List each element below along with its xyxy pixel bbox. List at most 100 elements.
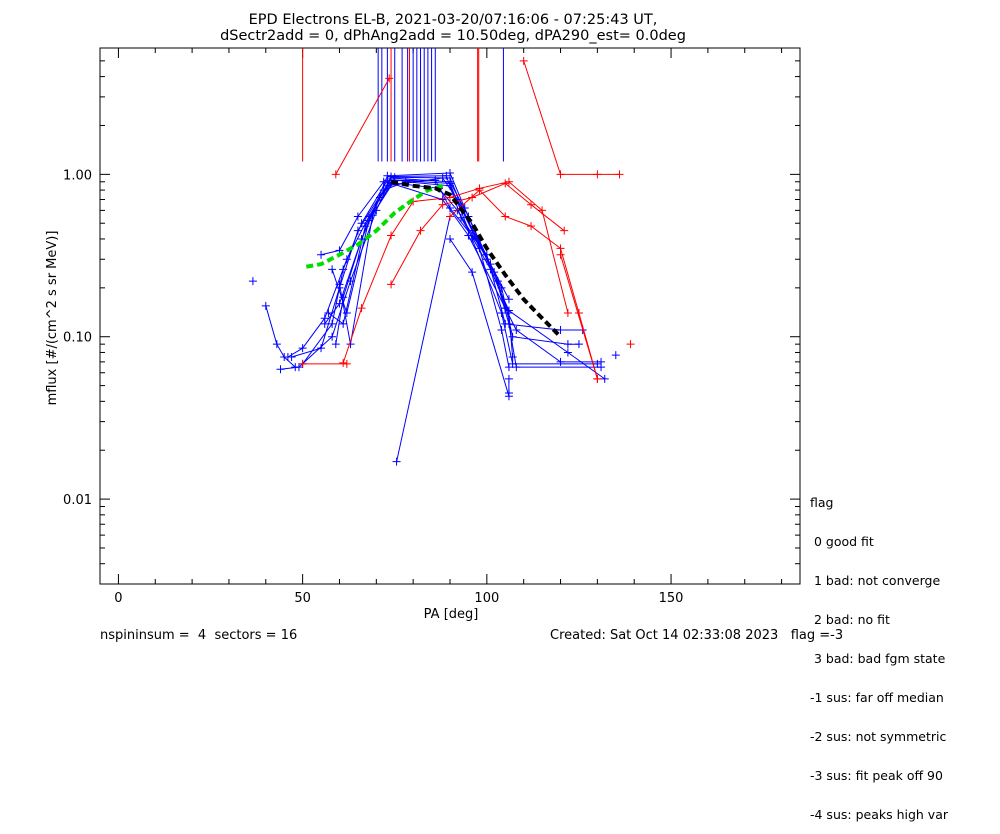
blue-data-point <box>501 304 510 313</box>
blue-data-point <box>563 340 572 349</box>
blue-data-point <box>339 319 348 328</box>
blue-data-point <box>512 326 521 335</box>
red-data-point <box>504 177 513 186</box>
blue-data-point <box>298 344 307 353</box>
blue-data-point <box>331 340 340 349</box>
red-data-point <box>560 226 569 235</box>
blue-data-point <box>353 212 362 221</box>
data-series <box>248 56 635 466</box>
blue-data-point <box>446 173 454 182</box>
x-axis: 0 50 100 150 <box>114 48 783 606</box>
blue-data-point <box>261 301 270 310</box>
blue-series-line <box>324 172 605 380</box>
footer-right: Created: Sat Oct 14 02:33:08 2023 flag =… <box>550 628 844 643</box>
blue-data-point <box>342 308 351 317</box>
legend-line: 3 bad: bad fgm state <box>810 651 946 666</box>
blue-data-point <box>446 204 454 213</box>
blue-data-point <box>486 265 495 274</box>
chart: EPD Electrons EL-B, 2021-03-20/07:16:06 … <box>45 12 801 622</box>
red-data-point <box>342 359 351 368</box>
blue-data-point <box>504 295 513 304</box>
chart-subtitle: dSectr2add = 0, dPhAng2add = 10.50deg, d… <box>220 28 686 44</box>
y-tick-label: 1.00 <box>63 168 92 183</box>
y-tick-label: 0.01 <box>63 493 92 508</box>
red-data-point <box>593 170 602 179</box>
red-data-point <box>357 304 366 313</box>
red-data-point <box>615 170 624 179</box>
blue-data-point <box>294 363 303 372</box>
blue-data-point <box>468 234 477 243</box>
blue-data-point <box>387 172 396 181</box>
blue-data-point <box>276 365 285 374</box>
legend-line: 2 bad: no fit <box>810 612 890 627</box>
blue-data-point <box>328 319 337 328</box>
blue-data-point <box>392 457 401 466</box>
y-axis: 0.01 0.10 1.00 <box>63 47 800 585</box>
blue-series-line <box>328 175 510 325</box>
red-data-point <box>519 56 528 65</box>
blue-data-point <box>493 277 502 286</box>
legend-line: -2 sus: not symmetric <box>810 729 947 744</box>
red-data-point <box>556 250 565 259</box>
red-series-line <box>523 60 620 175</box>
blue-data-point <box>501 319 510 328</box>
red-data-point <box>556 170 565 179</box>
blue-series-line <box>287 177 602 368</box>
blue-data-point <box>248 277 257 286</box>
red-data-point <box>593 374 602 383</box>
fit-curves <box>305 179 562 339</box>
legend-line: -1 sus: far off median <box>810 690 944 705</box>
blue-data-point <box>556 326 565 335</box>
blue-data-point <box>597 357 606 366</box>
red-data-point <box>501 179 510 188</box>
blue-data-point <box>600 374 609 383</box>
red-data-point <box>475 186 484 195</box>
plot-frame <box>99 47 801 585</box>
blue-data-point <box>475 244 484 253</box>
red-data-point <box>626 340 635 349</box>
blue-data-point <box>563 348 572 357</box>
blue-data-point <box>335 280 344 289</box>
red-data-point <box>563 308 572 317</box>
blue-data-point <box>368 211 377 220</box>
blue-series-line <box>339 182 602 363</box>
y-tick-label: 0.10 <box>63 331 92 346</box>
blue-data-point <box>508 332 517 341</box>
blue-data-point <box>383 171 392 180</box>
blue-data-point <box>464 231 473 240</box>
blue-data-point <box>324 308 333 317</box>
blue-series-line <box>335 176 510 368</box>
blue-series-line <box>449 238 510 397</box>
red-data-point <box>387 231 396 240</box>
red-data-point <box>438 200 447 209</box>
blue-series-line <box>396 216 451 462</box>
blue-data-point <box>508 359 517 368</box>
red-data-point <box>331 170 340 179</box>
red-series-line <box>560 254 598 380</box>
legend-line: 0 good fit <box>810 534 874 549</box>
blue-data-point <box>339 293 348 302</box>
blue-data-point <box>497 308 506 317</box>
blue-series-line <box>291 181 579 358</box>
red-series-line <box>335 78 390 175</box>
blue-data-point <box>287 353 296 362</box>
red-data-point <box>298 359 307 368</box>
blue-data-point <box>556 357 565 366</box>
blue-data-point <box>328 265 337 274</box>
red-data-point <box>446 212 454 221</box>
legend-line: -4 sus: peaks high var <box>810 807 949 822</box>
blue-data-point <box>497 326 506 335</box>
blue-data-point <box>504 374 513 383</box>
x-tick-label: 100 <box>474 591 499 606</box>
chart-title: EPD Electrons EL-B, 2021-03-20/07:16:06 … <box>249 12 658 28</box>
blue-data-point <box>317 250 326 259</box>
blue-data-point <box>328 332 337 341</box>
blue-data-point <box>611 351 620 360</box>
red-data-point <box>339 358 348 367</box>
legend-line: flag <box>810 495 834 510</box>
blue-data-point <box>508 353 517 362</box>
blue-series-line <box>320 181 510 300</box>
blue-series-line <box>265 305 296 368</box>
red-data-point <box>387 280 396 289</box>
footer-left: nspininsum = 4 sectors = 16 <box>100 628 298 643</box>
